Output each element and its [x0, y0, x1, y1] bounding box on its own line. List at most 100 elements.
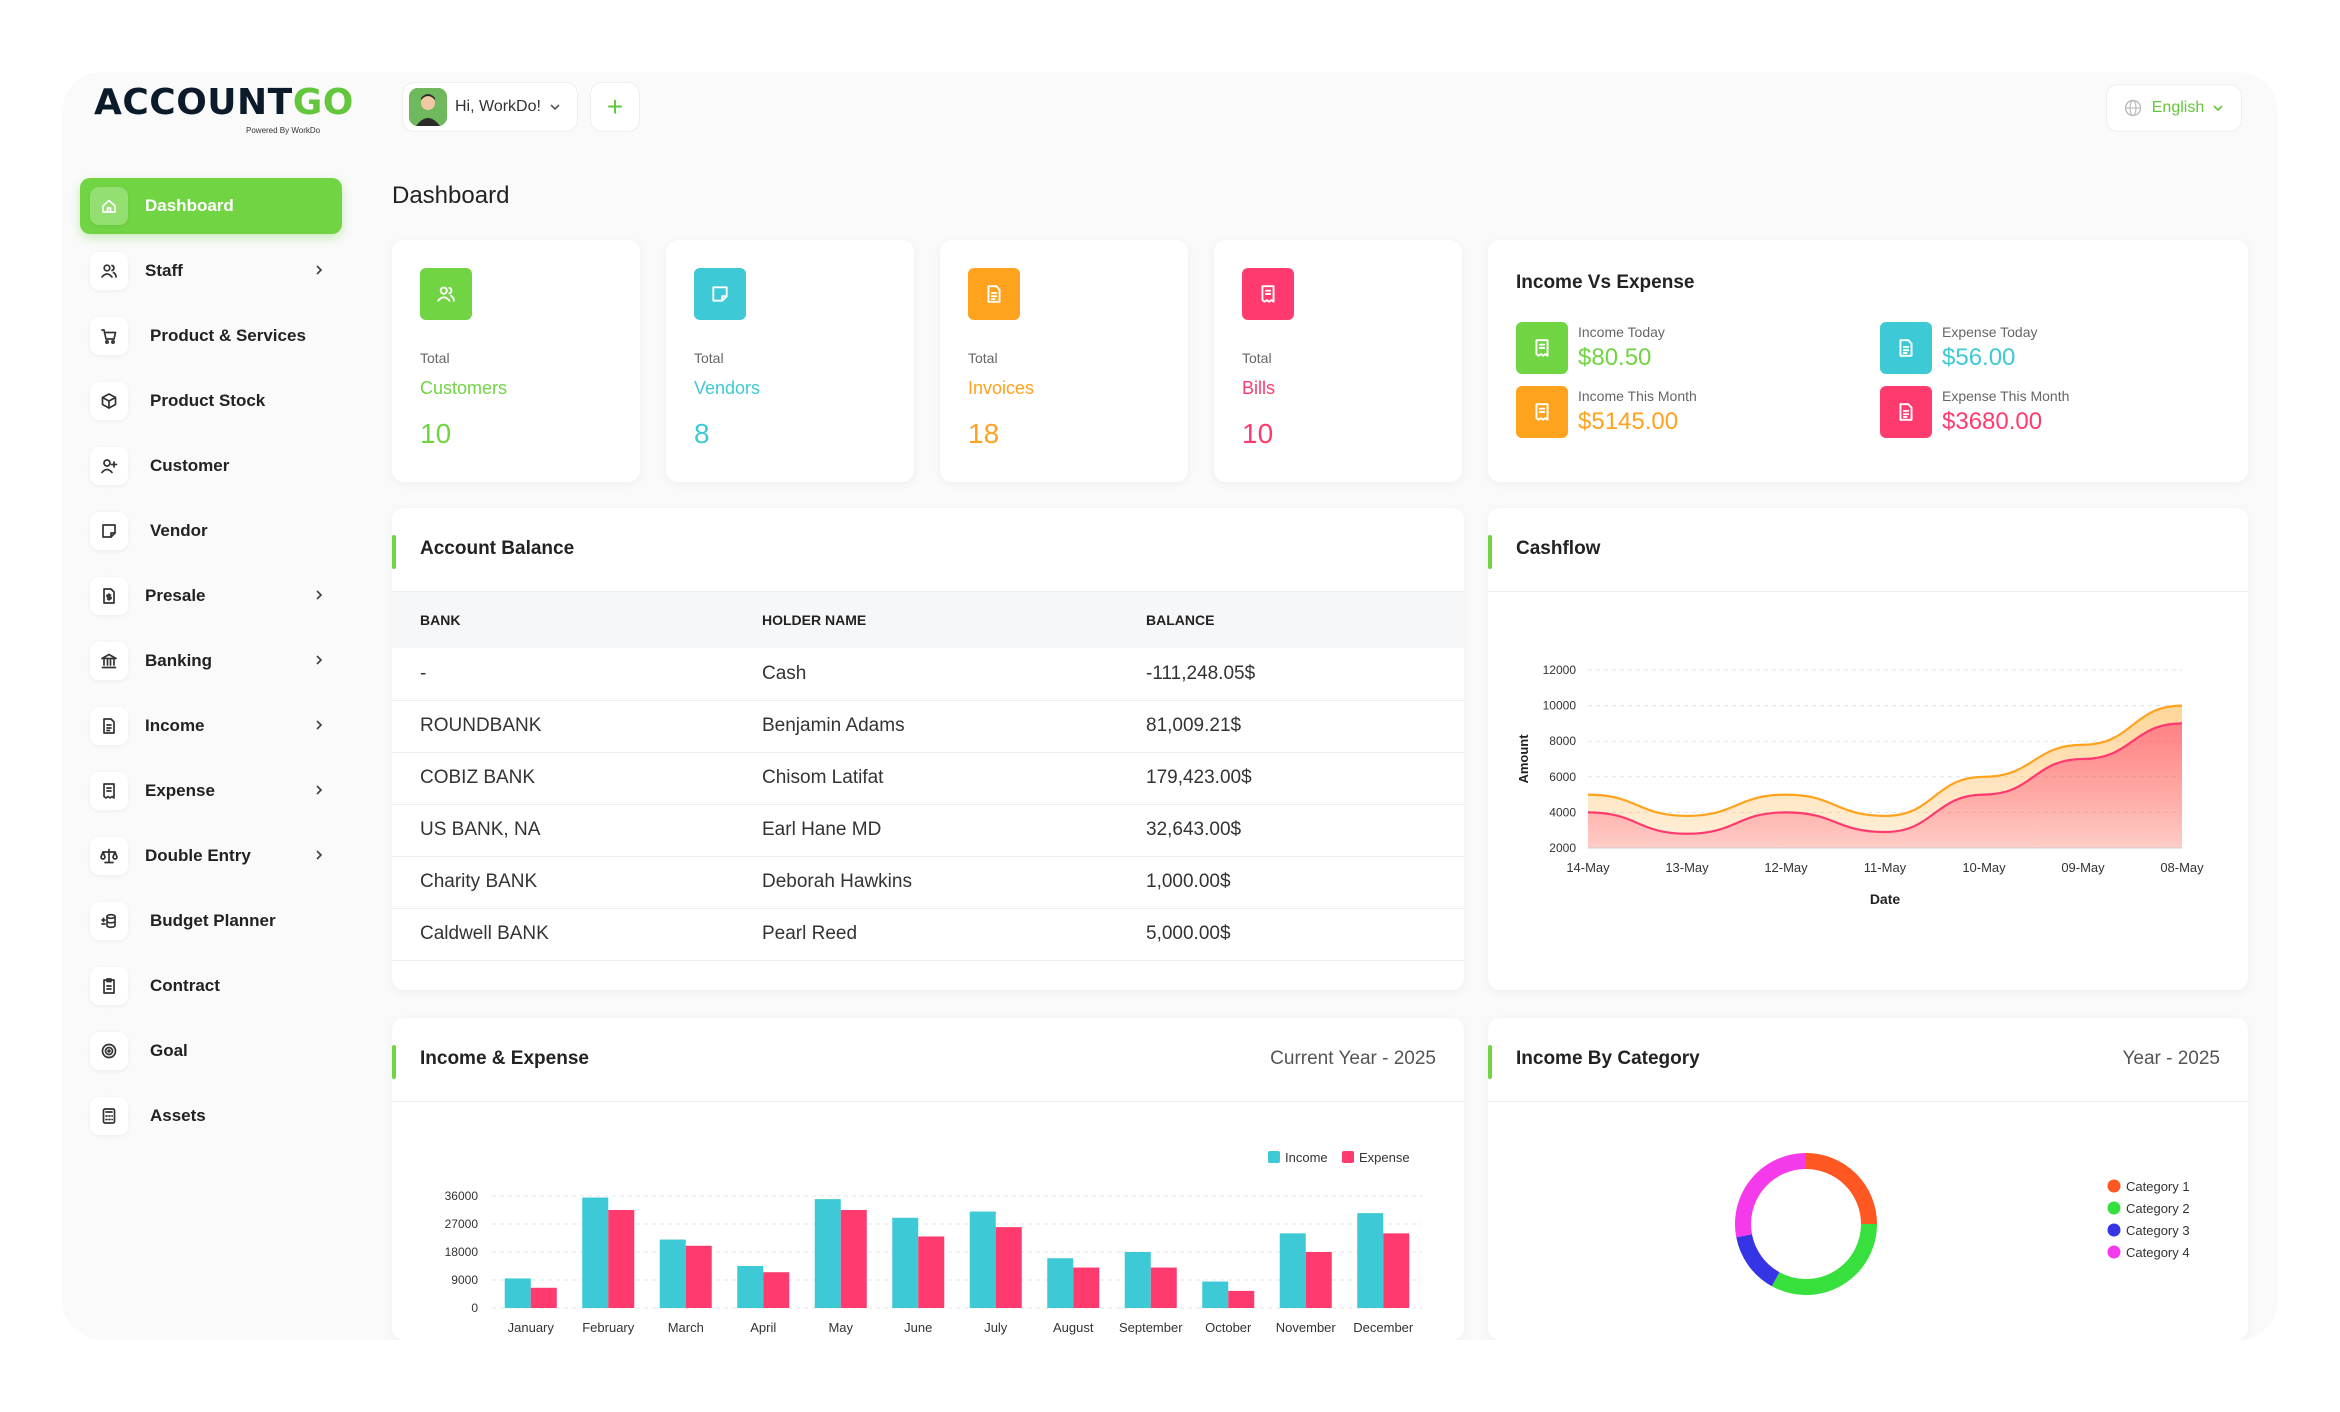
sidebar-item-product-stock[interactable]: Product Stock [80, 373, 342, 429]
sidebar-item-income[interactable]: Income [80, 698, 342, 754]
table-cell: 32,643.00$ [1118, 804, 1464, 857]
y-tick-label: 2000 [1549, 841, 1576, 855]
sidebar-item-staff[interactable]: Staff [80, 243, 342, 299]
column-header[interactable]: BANK [392, 592, 734, 648]
table-cell: 1,000.00$ [1118, 856, 1464, 909]
account-balance-title: Account Balance [420, 538, 575, 559]
sidebar-item-banking[interactable]: Banking [80, 633, 342, 689]
sidebar-item-presale[interactable]: Presale [80, 568, 342, 624]
brand-logo[interactable]: ACCOUNTGO Powered By WorkDo [94, 82, 353, 138]
sidebar-item-label: Staff [145, 261, 183, 280]
table-cell: US BANK, NA [392, 804, 734, 857]
bar-expense[interactable] [530, 1287, 557, 1308]
x-tick-label: June [904, 1320, 932, 1335]
sidebar-item-product-services[interactable]: Product & Services [80, 308, 342, 364]
language-label: English [2151, 99, 2205, 116]
chevron-down-icon [550, 104, 560, 111]
language-selector[interactable]: English [2106, 84, 2242, 132]
sidebar-item-dashboard[interactable]: Dashboard [80, 178, 342, 234]
bar-income[interactable] [1202, 1281, 1229, 1308]
chevron-right-icon [316, 265, 323, 275]
bar-expense[interactable] [763, 1272, 790, 1308]
income-expense-year: Current Year - 2025 [1270, 1048, 1436, 1069]
x-tick-label: 08-May [2160, 860, 2204, 875]
bar-expense[interactable] [1073, 1267, 1100, 1308]
bar-expense[interactable] [608, 1210, 635, 1308]
bar-expense[interactable] [995, 1227, 1022, 1308]
column-header[interactable]: BALANCE [1118, 592, 1464, 648]
user-plus-icon [90, 447, 128, 485]
accent-bar [1488, 535, 1492, 569]
sidebar-item-label: Product & Services [150, 326, 306, 345]
stat-card-vendors[interactable]: Total Vendors 8 [666, 240, 914, 482]
table-row[interactable]: - Cash -111,248.05$ [392, 648, 1464, 701]
bar-expense[interactable] [918, 1236, 945, 1308]
stat-card-bills[interactable]: Total Bills 10 [1214, 240, 1462, 482]
y-tick-label: 18000 [445, 1245, 479, 1259]
stat-card-invoices[interactable]: Total Invoices 18 [940, 240, 1188, 482]
donut-slice-2[interactable] [1771, 1223, 1877, 1295]
donut-slice-3[interactable] [1736, 1233, 1780, 1287]
x-tick-label: January [508, 1320, 555, 1335]
bar-income[interactable] [1357, 1213, 1384, 1308]
x-tick-label: September [1119, 1320, 1183, 1335]
column-header[interactable]: HOLDER NAME [734, 592, 1118, 648]
add-button[interactable]: + [590, 82, 640, 132]
stat-card-customers[interactable]: Total Customers 10 [392, 240, 640, 482]
bar-income[interactable] [1279, 1233, 1306, 1308]
x-tick-label: 10-May [1962, 860, 2006, 875]
table-cell: 5,000.00$ [1118, 908, 1464, 961]
sidebar-item-double-entry[interactable]: Double Entry [80, 828, 342, 884]
table-row[interactable]: COBIZ BANK Chisom Latifat 179,423.00$ [392, 752, 1464, 805]
cashflow-chart: 2000 4000 6000 8000 10000 12000 14-May 13-May 12… [1516, 663, 2204, 907]
sidebar-item-vendor[interactable]: Vendor [80, 503, 342, 559]
bar-income[interactable] [892, 1217, 919, 1308]
legend-label[interactable]: Expense [1359, 1150, 1410, 1165]
bar-expense[interactable] [1383, 1233, 1410, 1308]
table-cell: 179,423.00$ [1118, 752, 1464, 805]
bar-expense[interactable] [840, 1210, 867, 1308]
bar-expense[interactable] [685, 1245, 712, 1308]
bar-income[interactable] [504, 1278, 531, 1308]
x-tick-label: May [828, 1320, 853, 1335]
sidebar-item-contract[interactable]: Contract [80, 958, 342, 1014]
legend-label[interactable]: Category 4 [2126, 1245, 2190, 1260]
ie-label: Expense Today [1942, 324, 2038, 340]
income-expense-chart: 0 9000 18000 27000 36000 January February March… [445, 1150, 1422, 1335]
target-icon [90, 1032, 128, 1070]
bar-expense[interactable] [1228, 1290, 1255, 1308]
donut-slice-1[interactable] [1805, 1153, 1877, 1225]
bar-income[interactable] [1047, 1258, 1074, 1308]
sidebar-item-budget-planner[interactable]: Budget Planner [80, 893, 342, 949]
sidebar-item-expense[interactable]: Expense [80, 763, 342, 819]
bar-income[interactable] [814, 1199, 841, 1308]
bar-income[interactable] [582, 1197, 609, 1308]
bar-expense[interactable] [1150, 1267, 1177, 1308]
donut-slice-4[interactable] [1735, 1153, 1807, 1238]
user-menu-button[interactable]: Hi, WorkDo! [402, 82, 578, 132]
table-row[interactable]: US BANK, NA Earl Hane MD 32,643.00$ [392, 804, 1464, 857]
note-icon [90, 512, 128, 550]
users-icon [90, 252, 128, 290]
sidebar-item-assets[interactable]: Assets [80, 1088, 342, 1144]
bar-expense[interactable] [1305, 1252, 1332, 1308]
table-row[interactable]: ROUNDBANK Benjamin Adams 81,009.21$ [392, 700, 1464, 753]
table-row[interactable]: Caldwell BANK Pearl Reed 5,000.00$ [392, 908, 1464, 961]
account-balance-card: Account Balance BANK HOLDER NAME BALANCE -… [392, 508, 1464, 990]
income-by-category-chart: Category 1 Category 2 Category 3 Category 4 [1735, 1153, 2190, 1295]
table-row[interactable]: Charity BANK Deborah Hawkins 1,000.00$ [392, 856, 1464, 909]
legend-label[interactable]: Category 3 [2126, 1223, 2190, 1238]
sidebar-item-goal[interactable]: Goal [80, 1023, 342, 1079]
legend-label[interactable]: Category 1 [2126, 1179, 2190, 1194]
legend-label[interactable]: Income [1285, 1150, 1328, 1165]
bar-income[interactable] [659, 1239, 686, 1308]
bar-income[interactable] [1124, 1252, 1151, 1308]
bar-income[interactable] [737, 1266, 764, 1308]
bar-income[interactable] [969, 1211, 996, 1308]
chevron-right-icon [316, 720, 323, 730]
home-icon [90, 187, 128, 225]
legend-label[interactable]: Category 2 [2126, 1201, 2190, 1216]
sidebar-item-customer[interactable]: Customer [80, 438, 342, 494]
table-cell: COBIZ BANK [392, 752, 734, 805]
x-tick-label: 12-May [1764, 860, 1808, 875]
